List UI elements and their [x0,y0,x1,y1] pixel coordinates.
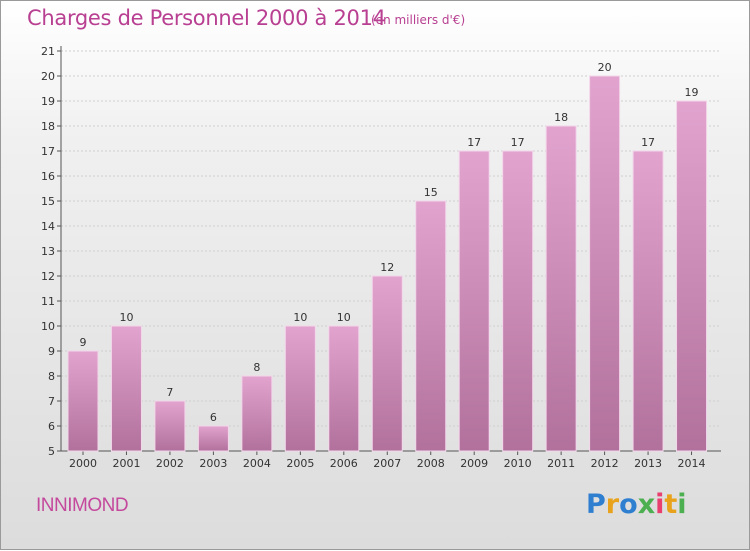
logo-letter: i [677,489,687,520]
bar [371,275,403,452]
bar-value-label: 15 [424,186,438,199]
y-tick-label: 6 [48,420,55,433]
bar [284,325,316,452]
y-tick-label: 20 [41,70,55,83]
bar-value-label: 17 [641,136,655,149]
x-tick-label: 2014 [678,457,706,470]
bar-value-label: 10 [293,311,307,324]
bar [415,200,447,452]
bar-value-label: 9 [80,336,87,349]
x-tick-label: 2000 [69,457,97,470]
x-tick-label: 2013 [634,457,662,470]
bar [502,150,534,452]
logo-letter: i [655,489,665,520]
y-tick-label: 15 [41,195,55,208]
bar [632,150,664,452]
chart-subtitle: (en milliers d'€) [371,13,466,27]
x-tick-label: 2008 [417,457,445,470]
bar [110,325,142,452]
bar [589,75,621,452]
bar-value-label: 20 [598,61,612,74]
x-tick-label: 2006 [330,457,358,470]
logo-letter: x [637,489,656,520]
x-tick-label: 2007 [373,457,401,470]
logo-letter: P [586,489,606,520]
y-tick-label: 12 [41,270,55,283]
bar-value-label: 17 [511,136,525,149]
x-tick-labels: 2000 2001 2002 2003 2004 2005 2006 2007 2008 2009… [69,457,706,470]
y-tick-label: 18 [41,120,55,133]
bars [67,75,708,452]
bar-value-label: 8 [253,361,260,374]
bar [676,100,708,452]
bar-value-label: 17 [467,136,481,149]
y-tick-label: 13 [41,245,55,258]
bar-value-label: 12 [380,261,394,274]
x-tick-label: 2005 [286,457,314,470]
y-tick-label: 8 [48,370,55,383]
bar [458,150,490,452]
bar [241,375,273,452]
y-tick-label: 14 [41,220,55,233]
logo-letter: r [605,489,620,520]
logo-letter: t [664,489,678,520]
y-tick-labels: 5 6 7 8 9 10 11 12 13 14 15 16 17 18 19 20 21 [41,45,55,458]
commune-name: INNIMOND [36,495,129,516]
y-tick-label: 9 [48,345,55,358]
y-tick-label: 16 [41,170,55,183]
chart-title: Charges de Personnel 2000 à 2014 [27,6,386,30]
y-tick-label: 11 [41,295,55,308]
x-tick-label: 2003 [199,457,227,470]
x-tick-label: 2004 [243,457,271,470]
bar-value-label: 7 [166,386,173,399]
bar-value-label: 10 [119,311,133,324]
y-tick-label: 7 [48,395,55,408]
y-tick-label: 21 [41,45,55,58]
bar [545,125,577,452]
x-tick-label: 2011 [547,457,575,470]
x-tick-label: 2010 [504,457,532,470]
y-tick-label: 19 [41,95,55,108]
x-tick-label: 2001 [112,457,140,470]
bar [197,425,229,452]
logo-letter: o [619,489,638,520]
y-tick-label: 17 [41,145,55,158]
bar-value-label: 18 [554,111,568,124]
value-labels: 9 10 7 6 8 10 10 12 15 17 17 18 20 17 19 [80,61,699,424]
bar [67,350,99,452]
bar-value-label: 6 [210,411,217,424]
x-tick-label: 2002 [156,457,184,470]
x-tick-label: 2012 [591,457,619,470]
proxiti-logo: Proxiti [586,489,687,520]
x-tick-label: 2009 [460,457,488,470]
bar-value-label: 19 [685,86,699,99]
bar [154,400,186,452]
bar [328,325,360,452]
bar-value-label: 10 [337,311,351,324]
y-tick-label: 5 [48,445,55,458]
y-tick-label: 10 [41,320,55,333]
